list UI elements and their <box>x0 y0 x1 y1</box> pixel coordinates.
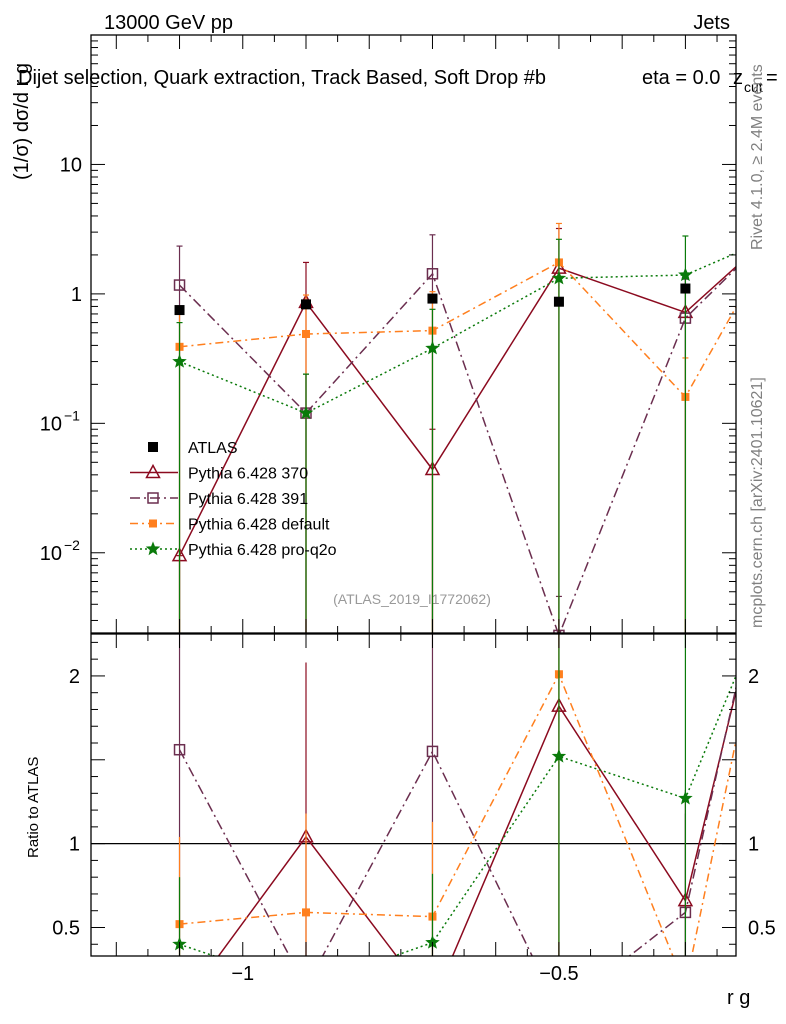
p391-ratio-point <box>301 982 311 992</box>
p391-ratio-point <box>426 745 439 758</box>
pdefault-ratio-point <box>776 521 784 529</box>
pdefault-line <box>179 261 736 399</box>
y-tick-label-top: 10 <box>40 543 62 565</box>
energy-label: 13000 GeV pp <box>104 12 233 34</box>
legend-marker-pq2o <box>145 541 161 556</box>
pdefault-point <box>302 329 310 338</box>
legend-label-p370: Pythia 6.428 370 <box>188 466 308 483</box>
pdefault-point <box>776 224 784 232</box>
pdefault-ratio-line <box>179 672 736 956</box>
p391-ratio-line <box>178 684 736 956</box>
legend-entry-pq2o: Pythia 6.428 pro-q2o <box>130 541 337 559</box>
pq2o-ratio-line <box>179 673 736 956</box>
y-tick-label-ratio-right: 1 <box>748 834 759 856</box>
rivet-version-label: Rivet 4.1.0, ≥ 2.4M events <box>749 64 766 250</box>
y-tick-label-top: 1 <box>71 284 82 306</box>
p370-ratio-point <box>426 996 439 1008</box>
top-panel-frame <box>90 34 737 634</box>
p370-line <box>178 265 736 557</box>
x-axis-title: r g <box>727 987 750 1009</box>
y-tick-label-ratio-right: 0.5 <box>748 917 776 939</box>
category-label: Jets <box>693 12 730 34</box>
atlas-point <box>174 305 185 316</box>
y-axis-title-ratio: Ratio to ATLAS <box>25 757 42 858</box>
y-tick-label-top: 10 <box>60 154 82 176</box>
x-tick-label: −1 <box>231 963 254 985</box>
mcplots-label: mcplots.cern.ch [arXiv:2401.10621] <box>749 377 766 628</box>
p391-ratio-point <box>554 1006 564 1016</box>
analysis-watermark: (ATLAS_2019_I1772062) <box>333 591 491 607</box>
y-tick-label-ratio: 2 <box>69 666 80 688</box>
legend-label-atlas: ATLAS <box>188 440 238 457</box>
pq2o-point <box>678 267 693 282</box>
p370-ratio-point <box>774 501 786 513</box>
p370-ratio-point <box>173 1002 186 1014</box>
p391-ratio-point <box>173 743 186 756</box>
legend-marker-pdefault <box>149 519 157 528</box>
p391-point <box>426 268 439 280</box>
plot-subtitle: Dijet selection, Quark extraction, Track… <box>18 67 546 89</box>
atlas-point <box>775 284 785 294</box>
cut-z-subscript: cut <box>744 79 763 95</box>
y-tick-label-exponent: −1 <box>64 407 80 423</box>
legend-label-pdefault: Pythia 6.428 default <box>188 517 330 534</box>
p391-point <box>775 220 785 230</box>
p391-ratio-point <box>775 486 785 496</box>
pq2o-ratio-point <box>678 790 693 805</box>
legend-entry-p370: Pythia 6.428 370 <box>130 463 308 483</box>
atlas-point <box>301 299 311 310</box>
p370-ratio-line <box>217 688 736 956</box>
legend-marker-atlas <box>148 442 158 452</box>
ratio-panel-frame <box>90 633 737 957</box>
pq2o-point <box>298 405 314 420</box>
legend-marker-p391 <box>147 492 159 504</box>
pq2o-ratio-point <box>774 562 786 574</box>
y-tick-label-exponent: −2 <box>64 537 80 553</box>
atlas-point <box>680 283 691 294</box>
p370-point <box>774 220 786 232</box>
y-tick-label-top: 10 <box>40 413 62 435</box>
p391-point <box>173 279 186 291</box>
cut-z-label: z <box>733 67 743 89</box>
legend-label-pq2o: Pythia 6.428 pro-q2o <box>188 542 337 559</box>
legend-entry-p391: Pythia 6.428 391 <box>130 491 308 508</box>
pdefault-ratio-point <box>302 908 310 917</box>
pq2o-ratio-point <box>551 748 567 763</box>
atlas-point <box>427 293 438 304</box>
pq2o-point <box>551 270 567 285</box>
atlas-point <box>553 296 564 307</box>
x-tick-label: −0.5 <box>539 963 578 985</box>
y-tick-label-ratio: 1 <box>69 834 80 856</box>
legend-marker-p370 <box>145 463 161 479</box>
legend-entry-pdefault: Pythia 6.428 default <box>130 517 330 534</box>
pq2o-point <box>774 228 786 240</box>
pq2o-point <box>425 340 440 355</box>
pq2o-line <box>179 252 736 414</box>
p391-line <box>178 267 736 633</box>
pq2o-point <box>172 354 187 368</box>
y-tick-label-ratio: 0.5 <box>52 917 80 939</box>
legend-label-p391: Pythia 6.428 391 <box>188 491 308 508</box>
cut-eta-label: eta = 0.0 <box>642 67 720 89</box>
cut-z-equals: = <box>766 67 778 89</box>
legend-entry-atlas: ATLAS <box>148 440 238 457</box>
y-tick-label-ratio-right: 2 <box>748 666 759 688</box>
pq2o-ratio-point <box>300 981 312 993</box>
pdefault-ratio-point <box>681 983 689 991</box>
y-axis-title-top: (1/σ) dσ/d r g <box>11 63 33 180</box>
